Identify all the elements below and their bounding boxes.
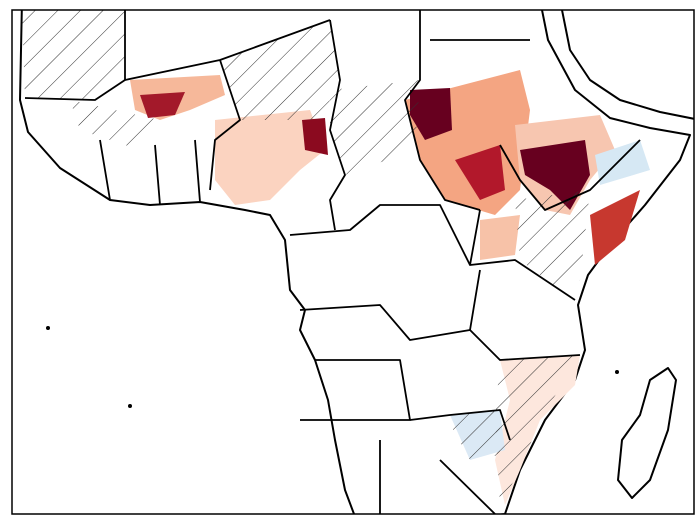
border <box>404 10 481 211</box>
arabia <box>560 10 694 120</box>
border <box>24 79 126 101</box>
hatch-area <box>22 10 125 100</box>
border <box>289 204 471 266</box>
border <box>124 10 331 81</box>
hatched-areas <box>22 10 590 505</box>
hatch-area <box>515 190 590 290</box>
patch <box>480 215 520 260</box>
border <box>379 440 496 514</box>
patch <box>595 140 650 185</box>
border <box>99 139 201 206</box>
borders <box>24 10 641 514</box>
border <box>469 209 576 301</box>
hatch-area <box>445 410 500 460</box>
patch <box>410 88 452 140</box>
hatch-area <box>220 20 340 120</box>
border <box>469 329 581 361</box>
hatch-area <box>70 100 160 150</box>
border <box>299 269 481 341</box>
border <box>499 139 641 211</box>
border <box>409 409 511 441</box>
border <box>209 59 241 191</box>
border <box>329 19 346 231</box>
border <box>300 359 411 421</box>
island <box>615 370 619 374</box>
patch <box>140 92 185 118</box>
map-frame <box>11 9 695 515</box>
map-body <box>19 10 694 514</box>
hatch-area <box>495 355 580 505</box>
patch <box>455 145 505 200</box>
patch <box>590 190 640 265</box>
madagascar <box>617 367 677 499</box>
island <box>128 404 132 408</box>
patch <box>215 110 325 205</box>
island <box>46 326 50 330</box>
hatch-area <box>330 80 420 175</box>
patch <box>302 118 328 155</box>
